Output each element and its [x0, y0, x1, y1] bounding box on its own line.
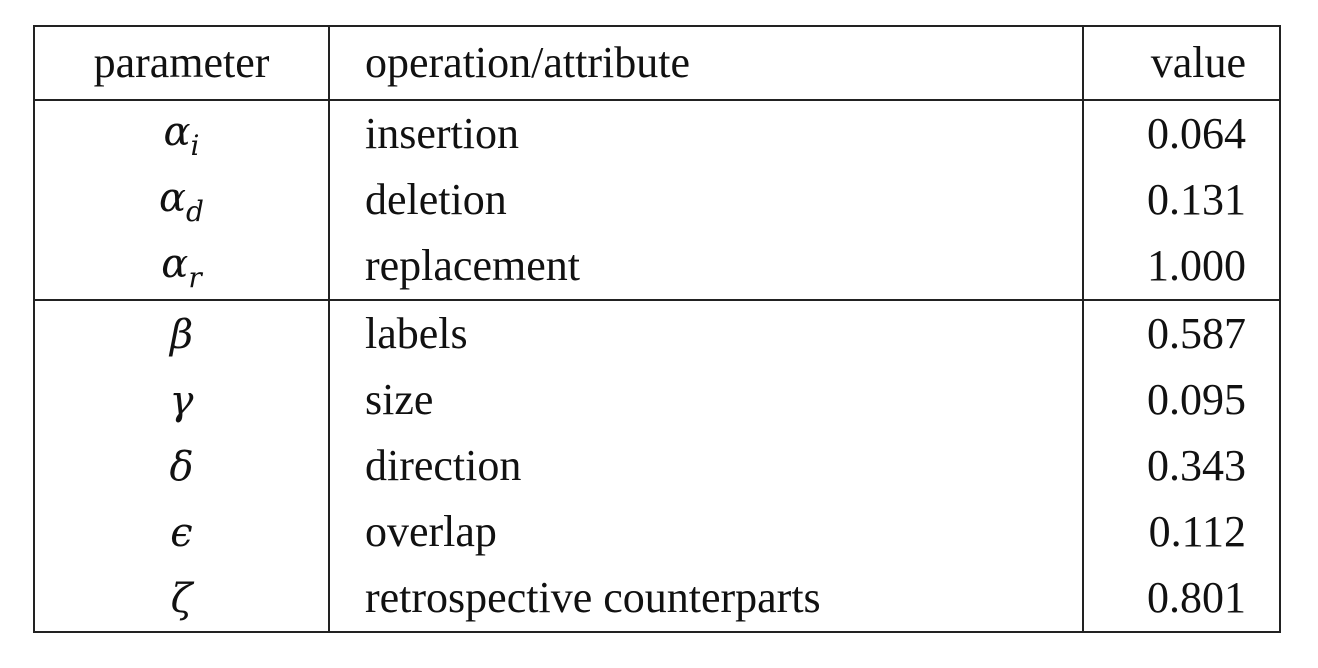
parameter-value: 0.343 — [1147, 441, 1246, 490]
operation-label: direction — [329, 433, 1084, 499]
operation-label: insertion — [329, 100, 1084, 167]
parameter-symbol: β — [34, 300, 330, 367]
parameter-value: 0.064 — [1147, 109, 1246, 158]
table-row: δ direction 0.343 — [34, 433, 1280, 499]
symbol-glyph: α — [163, 108, 191, 155]
operation-label: overlap — [329, 499, 1084, 565]
parameter-value: 0.801 — [1147, 573, 1246, 622]
operation-label: labels — [329, 300, 1084, 367]
symbol-glyph: β — [169, 312, 194, 358]
symbol-glyph: ϵ — [170, 510, 193, 556]
table-row: αr replacement 1.000 — [34, 233, 1280, 301]
table-row: αi insertion 0.064 — [34, 100, 1280, 167]
symbol-subscript: i — [190, 128, 200, 162]
table-row: ζ retrospective counterparts 0.801 — [34, 565, 1280, 632]
symbol-glyph: δ — [169, 444, 194, 490]
header-parameter: parameter — [34, 26, 330, 101]
parameter-value: 1.000 — [1083, 233, 1280, 301]
parameter-symbol: δ — [34, 433, 330, 499]
parameter-value: 0.095 — [1147, 375, 1246, 424]
operation-label: retrospective counterparts — [329, 565, 1084, 632]
operation-label: size — [329, 367, 1084, 433]
operation-label: deletion — [329, 167, 1084, 233]
symbol-glyph: γ — [169, 378, 194, 424]
table-row: ϵ overlap 0.112 — [34, 499, 1280, 565]
parameter-symbol: γ — [34, 367, 330, 433]
table-row: β labels 0.587 — [34, 300, 1280, 367]
operation-label: replacement — [329, 233, 1084, 301]
table-row: αd deletion 0.131 — [34, 167, 1280, 233]
parameter-value: 0.587 — [1147, 309, 1246, 358]
symbol-glyph: ζ — [170, 576, 193, 622]
parameter-table: parameter operation/attribute value αi i… — [33, 25, 1281, 633]
parameter-symbol: αd — [34, 167, 330, 233]
symbol-subscript: d — [186, 194, 204, 228]
header-operation: operation/attribute — [329, 26, 1084, 101]
parameter-symbol: ζ — [34, 565, 330, 632]
parameter-symbol: ϵ — [34, 499, 330, 565]
table-row: γ size 0.095 — [34, 367, 1280, 433]
symbol-glyph: α — [159, 174, 187, 221]
symbol-subscript: r — [188, 260, 202, 294]
parameter-value: 0.131 — [1147, 175, 1246, 224]
header-value: value — [1083, 26, 1280, 101]
parameter-value: 0.112 — [1148, 507, 1246, 556]
header-row: parameter operation/attribute value — [34, 26, 1280, 101]
parameter-symbol: αr — [34, 233, 330, 301]
symbol-glyph: α — [161, 240, 189, 287]
parameter-symbol: αi — [34, 100, 330, 167]
